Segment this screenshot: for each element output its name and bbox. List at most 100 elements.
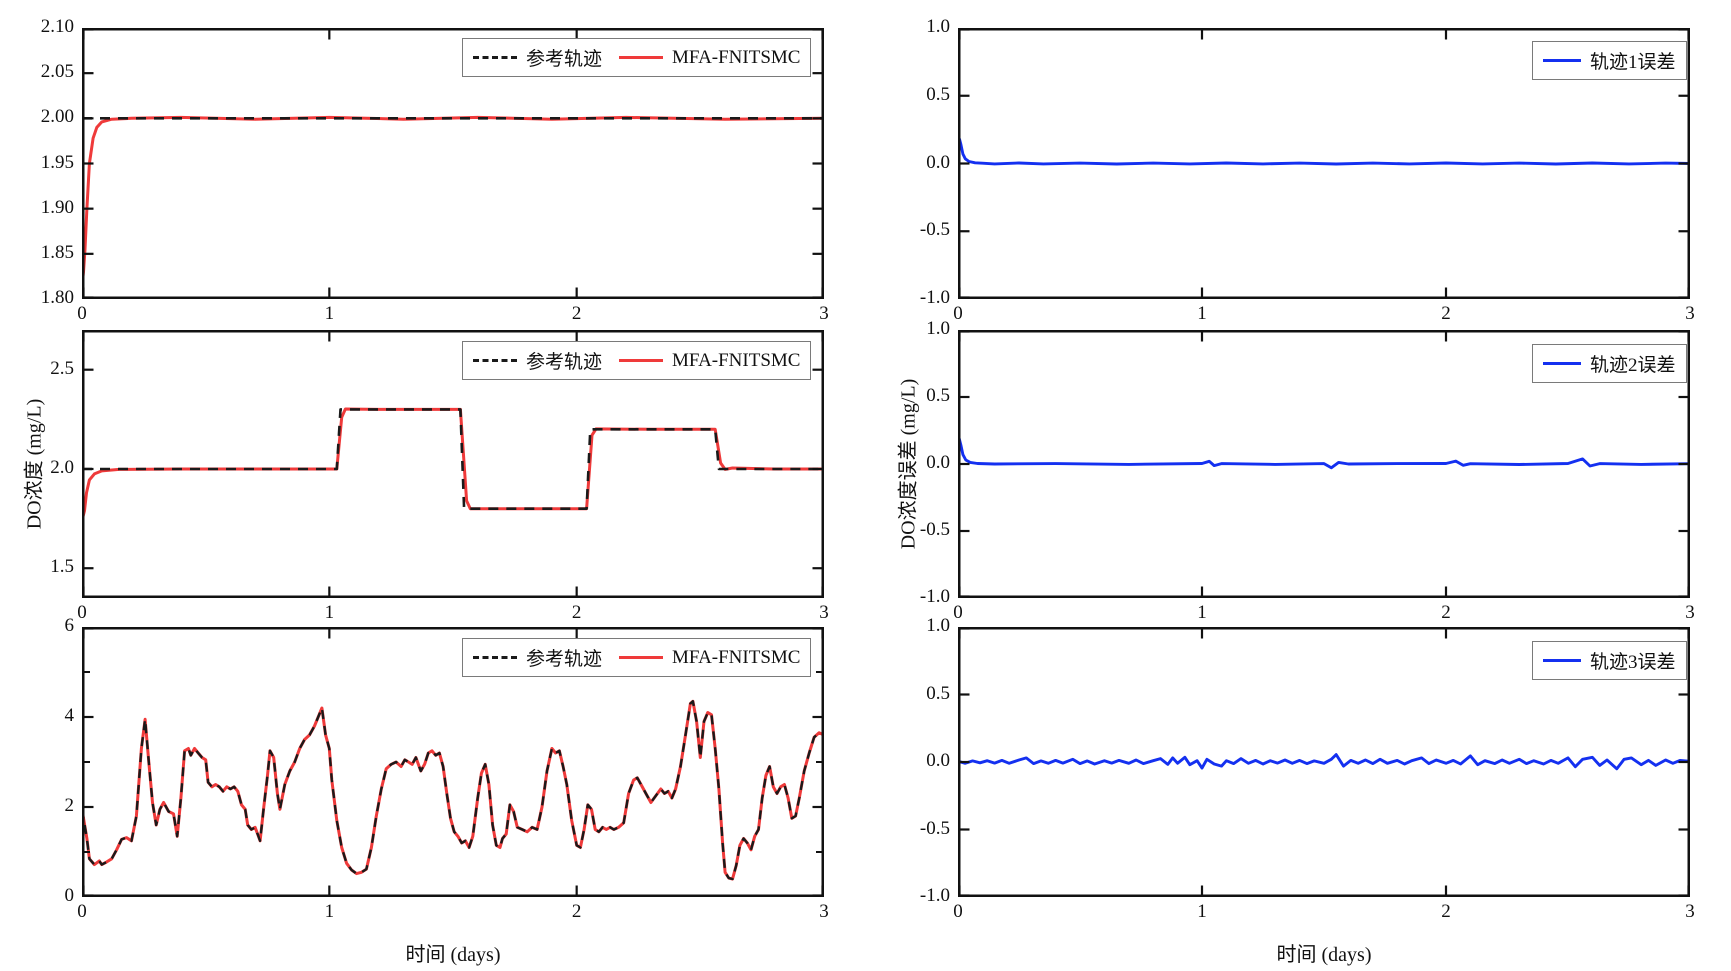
series-参考轨迹 [82, 700, 824, 881]
x-tick-label: 3 [819, 303, 829, 324]
x-tick-label: 2 [571, 303, 582, 324]
y-tick-label: 1.90 [40, 196, 74, 218]
x-tick-label: 1 [1197, 901, 1207, 922]
error-line-sample [1543, 59, 1581, 62]
y-tick-label: 1.5 [50, 556, 74, 578]
legend-track2-do: 参考轨迹 MFA-FNITSMC [462, 341, 812, 380]
y-tick-label: 2 [64, 795, 75, 816]
y-tick-label: 0.0 [926, 750, 950, 771]
y-tick-label: 0.0 [926, 452, 950, 473]
x-tick-label: 0 [77, 602, 87, 623]
x-tick-label: 3 [1685, 602, 1695, 623]
x-tick-label: 1 [324, 602, 335, 623]
reference-line-sample [473, 56, 517, 59]
x-tick-label: 2 [1441, 901, 1451, 922]
subplot-track2-do: 0 1 2 3 2.5 2.0 1.5 [50, 330, 829, 623]
plot-area [82, 627, 824, 897]
series-参考轨迹 [82, 408, 824, 510]
x-tick-label: 3 [819, 602, 829, 623]
x-tick-label: 1 [1197, 602, 1207, 623]
legend-label-reference: 参考轨迹 [526, 352, 603, 373]
y-tick-label: 6 [64, 615, 75, 636]
x-tick-label: 0 [953, 303, 963, 324]
y-tick-label: 4 [64, 705, 75, 726]
plot-area [958, 28, 1690, 299]
x-tick-label: 2 [571, 602, 582, 623]
series-轨迹2误差 [958, 437, 1690, 470]
subplot-track3-error: 0 1 2 3 1.0 0.5 0.0 -0.5 -1.0 [920, 615, 1695, 922]
reference-line-sample [473, 359, 517, 362]
subplot-track1-do: 0 1 2 3 2.10 2.05 2.00 1.95 1.90 1.85 1.80 [41, 16, 829, 324]
x-tick-label: 0 [77, 303, 87, 324]
y-tick-label: 1.0 [926, 16, 950, 37]
y-tick-label: 0.5 [926, 682, 950, 704]
y-tick-label: 1.0 [926, 318, 950, 339]
y-tick-label: 2.0 [50, 456, 74, 478]
series-MFA-FNITSMC [82, 699, 824, 881]
y-tick-label: 0.5 [926, 385, 950, 406]
legend-label-error3: 轨迹3误差 [1590, 652, 1676, 673]
y-tick-label: -0.5 [919, 219, 950, 241]
y-tick-label: 2.05 [40, 61, 74, 83]
y-tick-label: 1.80 [40, 287, 74, 308]
series-轨迹1误差 [958, 137, 1690, 166]
y-tick-label: 1.95 [40, 151, 74, 173]
x-tick-label: 3 [819, 901, 829, 922]
x-tick-label: 1 [324, 901, 335, 922]
y-axis-label-left: DO浓度 (mg/L) [23, 398, 46, 530]
y-tick-label: -0.5 [919, 519, 950, 540]
reference-line-sample [473, 656, 517, 659]
x-tick-label: 2 [571, 901, 582, 922]
plot-area [958, 330, 1690, 598]
y-tick-label: 0.5 [926, 83, 950, 105]
legend-label-error2: 轨迹2误差 [1590, 355, 1676, 376]
series-轨迹3误差 [958, 753, 1690, 771]
legend-label-mfa: MFA-FNITSMC [672, 349, 801, 371]
x-tick-label: 1 [324, 303, 335, 324]
x-tick-label: 3 [1685, 901, 1695, 922]
legend-label-reference: 参考轨迹 [526, 49, 603, 70]
legend-label-reference: 参考轨迹 [526, 649, 603, 670]
series-MFA-FNITSMC [82, 407, 824, 519]
legend-track3-do: 参考轨迹 MFA-FNITSMC [462, 638, 812, 677]
y-axis-label-right: DO浓度误差 (mg/L) [897, 378, 920, 550]
x-axis-label-left: 时间 (days) [405, 944, 501, 966]
subplot-track3-do: 0 1 2 3 6 4 2 0 [65, 615, 829, 922]
x-tick-label: 1 [1197, 303, 1207, 324]
x-tick-label: 2 [1441, 602, 1451, 623]
mfa-line-sample [619, 656, 664, 659]
y-tick-label: -1.0 [919, 885, 950, 906]
plot-area [82, 330, 824, 598]
x-tick-label: 0 [77, 901, 87, 922]
x-tick-label: 0 [953, 901, 963, 922]
y-tick-label: -1.0 [919, 287, 950, 308]
x-tick-label: 2 [1441, 303, 1451, 324]
y-tick-label: 0.0 [926, 151, 950, 173]
y-tick-label: 2.10 [40, 16, 74, 37]
x-tick-label: 0 [953, 602, 963, 623]
legend-label-mfa: MFA-FNITSMC [672, 46, 801, 68]
mfa-line-sample [619, 359, 664, 362]
y-tick-label: -0.5 [919, 817, 950, 839]
series-MFA-FNITSMC [82, 115, 824, 286]
legend-track3-error: 轨迹3误差 [1532, 641, 1687, 680]
error-line-sample [1543, 362, 1581, 365]
subplot-track1-error: 0 1 2 3 1.0 0.5 0.0 -0.5 -1.0 [920, 16, 1695, 324]
legend-label-mfa: MFA-FNITSMC [672, 646, 801, 668]
error-line-sample [1543, 659, 1581, 662]
legend-label-error1: 轨迹1误差 [1590, 52, 1676, 73]
legend-track2-error: 轨迹2误差 [1532, 344, 1687, 383]
y-tick-label: 0 [64, 885, 75, 906]
y-tick-label: 1.0 [926, 615, 950, 636]
y-tick-label: 2.5 [50, 357, 74, 379]
x-tick-label: 3 [1685, 303, 1695, 324]
y-tick-label: 2.00 [40, 106, 74, 128]
plot-area [958, 627, 1690, 897]
plot-area [82, 28, 824, 299]
legend-track1-error: 轨迹1误差 [1532, 41, 1687, 80]
mfa-line-sample [619, 56, 664, 59]
subplot-track2-error: 0 1 2 3 1.0 0.5 0.0 -0.5 -1.0 [920, 318, 1695, 623]
y-tick-label: -1.0 [919, 586, 950, 607]
y-tick-label: 1.85 [40, 241, 74, 263]
